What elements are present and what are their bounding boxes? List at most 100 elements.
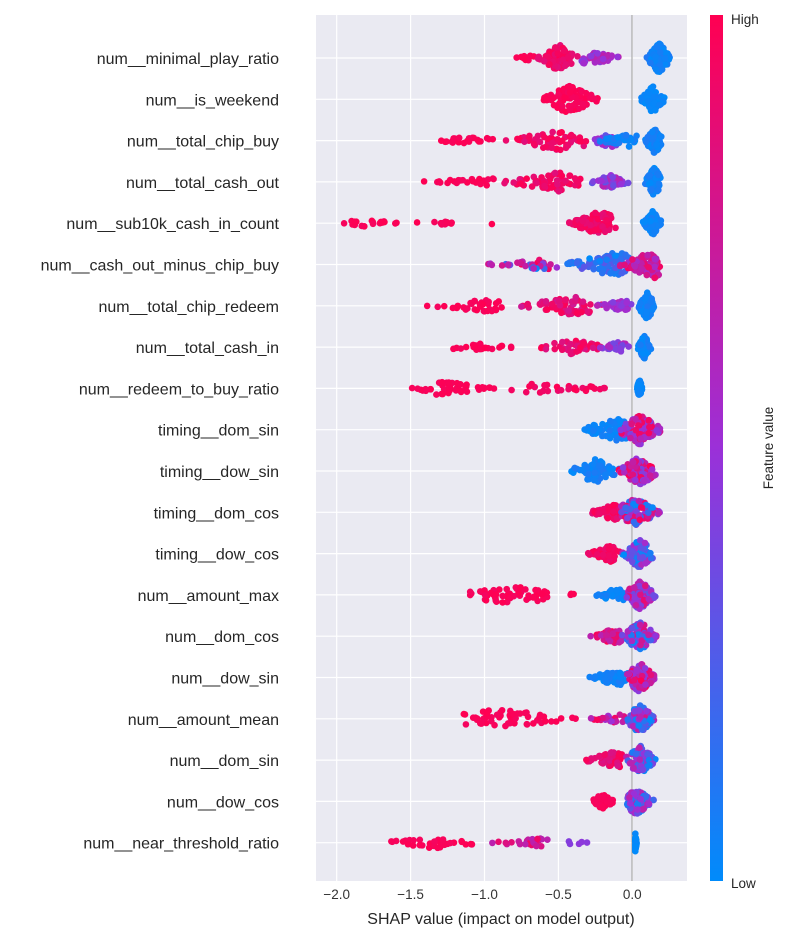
shap-dot: [502, 839, 510, 847]
shap-dot: [528, 380, 535, 388]
shap-dot: [558, 346, 566, 354]
shap-dot: [544, 53, 552, 61]
shap-dot: [554, 50, 562, 57]
feature-label: num__total_chip_buy: [127, 134, 279, 151]
shap-dot: [391, 220, 399, 227]
shap-dot: [584, 549, 592, 557]
shap-dot: [460, 139, 468, 147]
shap-dot: [655, 171, 662, 179]
shap-dot: [488, 220, 496, 228]
shap-dot: [381, 218, 388, 226]
shap-dot: [623, 299, 630, 307]
shap-dot: [590, 460, 597, 468]
shap-dot: [536, 138, 544, 146]
shap-dot: [462, 721, 470, 728]
shap-dot: [498, 262, 506, 269]
shap-dot: [641, 582, 649, 590]
shap-dot: [644, 97, 652, 105]
shap-dot: [582, 89, 590, 97]
shap-dot: [630, 518, 638, 526]
shap-dot: [434, 844, 442, 852]
shap-dot: [651, 274, 659, 281]
shap-dot: [601, 751, 608, 759]
shap-dot: [636, 621, 644, 629]
shap-dot: [616, 417, 624, 425]
shap-dot: [628, 420, 636, 428]
shap-dot: [655, 186, 662, 194]
shap-dot: [501, 179, 508, 187]
shap-dot: [542, 297, 550, 305]
shap-dot: [632, 750, 640, 758]
shap-dot: [647, 297, 654, 305]
shap-dot: [582, 387, 590, 395]
shap-dot: [593, 302, 601, 309]
shap-dot: [651, 255, 659, 263]
shap-dot: [562, 177, 570, 185]
shap-dot: [631, 263, 639, 270]
shap-dot: [528, 183, 536, 190]
shap-dot: [570, 590, 577, 598]
shap-dot: [649, 504, 656, 511]
shap-dot: [614, 134, 622, 141]
shap-dot: [464, 305, 471, 312]
shap-dot: [455, 134, 463, 142]
shap-dot: [649, 128, 656, 136]
shap-dot: [466, 588, 474, 596]
shap-dot: [431, 218, 438, 226]
colorbar-low-label: Low: [731, 876, 756, 891]
shap-dot: [445, 379, 453, 386]
x-axis-label: SHAP value (impact on model output): [367, 911, 634, 928]
shap-dot: [481, 344, 489, 352]
shap-dot: [416, 836, 424, 844]
shap-dot: [599, 714, 606, 722]
shap-dot: [634, 422, 642, 429]
shap-dot: [473, 716, 481, 724]
shap-dot: [599, 551, 607, 559]
shap-dot: [647, 671, 655, 679]
shap-dot: [504, 261, 512, 268]
shap-dot: [604, 514, 612, 522]
shap-dot: [438, 378, 446, 386]
shap-dot: [565, 307, 572, 314]
shap-dot: [591, 797, 599, 805]
shap-dot: [631, 476, 639, 484]
shap-dot: [486, 384, 494, 392]
shap-dot: [636, 756, 644, 763]
shap-dot: [597, 632, 605, 639]
shap-dot: [633, 667, 640, 675]
shap-dot: [606, 465, 613, 472]
shap-dot: [495, 838, 502, 846]
shap-dot: [630, 500, 637, 508]
shap-dot: [521, 840, 529, 848]
shap-dot: [523, 721, 531, 728]
shap-dot: [657, 133, 665, 140]
shap-dot: [573, 309, 581, 317]
shap-dot: [408, 384, 416, 392]
x-tick-label: −1.5: [397, 887, 424, 902]
feature-label: num__total_cash_in: [136, 340, 279, 357]
shap-dot: [551, 169, 559, 177]
shap-dot: [562, 296, 569, 304]
shap-dot: [484, 176, 492, 183]
shap-dot: [404, 840, 412, 848]
shap-dot: [420, 178, 428, 185]
shap-dot: [622, 251, 629, 259]
shap-dot: [639, 350, 647, 357]
shap-dot: [587, 228, 594, 235]
shap-dot: [457, 381, 464, 388]
shap-dot: [606, 344, 614, 351]
shap-dot: [628, 558, 636, 566]
shap-dot: [437, 137, 445, 144]
shap-dot: [615, 750, 623, 758]
shap-dot: [553, 264, 561, 271]
shap-dot: [587, 221, 594, 229]
shap-dot: [590, 95, 598, 102]
shap-dot: [499, 592, 506, 600]
shap-dot: [542, 345, 550, 353]
feature-label: num__redeem_to_buy_ratio: [79, 381, 279, 398]
shap-dot: [584, 476, 591, 483]
dots: [340, 40, 673, 855]
shap-dot: [495, 298, 503, 305]
shap-dot: [587, 52, 595, 60]
shap-dot: [571, 464, 579, 472]
